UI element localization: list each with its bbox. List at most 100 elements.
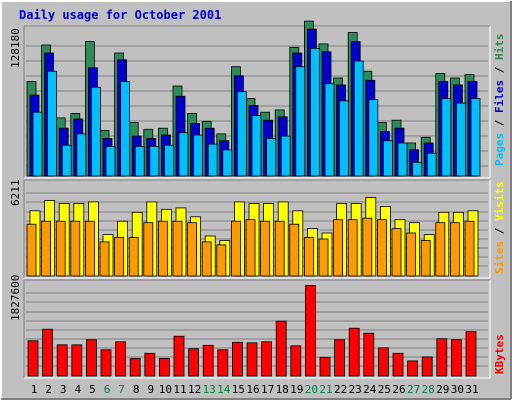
bar-sites-day-23 bbox=[347, 219, 358, 277]
x-tick-label-day-18: 18 bbox=[276, 383, 289, 396]
bar-sites-day-5 bbox=[85, 220, 95, 277]
bar-sites-day-19 bbox=[289, 223, 300, 277]
bar-kbytes-day-26 bbox=[392, 352, 404, 377]
bar-pages-day-10 bbox=[163, 144, 174, 177]
bar-kbytes-day-24 bbox=[363, 332, 375, 377]
bar-pages-day-26 bbox=[397, 142, 408, 177]
visits-ymax-label: 6211 bbox=[9, 180, 22, 207]
bar-pages-day-21 bbox=[324, 83, 335, 177]
bar-kbytes-day-6 bbox=[100, 349, 112, 377]
x-tick-label-day-6: 6 bbox=[104, 383, 111, 396]
legend-visits: Visits bbox=[493, 181, 506, 221]
bar-sites-day-26 bbox=[391, 228, 402, 277]
bar-pages-day-5 bbox=[91, 86, 101, 177]
bar-sites-day-2 bbox=[41, 220, 51, 277]
bar-kbytes-day-12 bbox=[188, 348, 200, 377]
bar-kbytes-day-13 bbox=[202, 344, 214, 377]
hits-panel-legend: Pages / Files / Hits bbox=[493, 34, 506, 167]
x-tick-label-day-5: 5 bbox=[89, 383, 96, 396]
bar-pages-day-17 bbox=[266, 137, 277, 177]
legend-separator: / bbox=[493, 60, 506, 80]
x-tick-label-day-14: 14 bbox=[217, 383, 231, 396]
x-tick-label-day-26: 26 bbox=[392, 383, 405, 396]
legend-kbytes: KBytes bbox=[493, 334, 506, 374]
x-tick-label-day-20: 20 bbox=[305, 383, 318, 396]
x-tick-label-day-30: 30 bbox=[451, 383, 464, 396]
legend-files: Files bbox=[493, 80, 506, 113]
hits-ymax-label: 128180 bbox=[9, 28, 22, 68]
bar-sites-day-8 bbox=[128, 237, 139, 277]
x-tick-label-day-25: 25 bbox=[378, 383, 391, 396]
bar-kbytes-day-23 bbox=[348, 327, 360, 377]
x-tick-label-day-22: 22 bbox=[334, 383, 347, 396]
bar-pages-day-25 bbox=[382, 140, 393, 177]
bar-pages-day-20 bbox=[309, 48, 320, 177]
chart-bars bbox=[26, 20, 481, 377]
bar-kbytes-day-21 bbox=[319, 356, 331, 377]
bar-sites-day-1 bbox=[26, 223, 37, 277]
bar-pages-day-15 bbox=[236, 91, 247, 177]
bar-pages-day-16 bbox=[251, 115, 262, 177]
bar-sites-day-25 bbox=[376, 219, 387, 277]
x-tick-label-day-21: 21 bbox=[319, 383, 332, 396]
x-tick-label-day-12: 12 bbox=[188, 383, 201, 396]
bar-kbytes-day-29 bbox=[436, 338, 448, 377]
bar-sites-day-21 bbox=[318, 238, 329, 277]
bar-pages-day-29 bbox=[441, 98, 452, 177]
bar-kbytes-day-30 bbox=[450, 339, 462, 377]
bar-sites-day-28 bbox=[420, 240, 431, 277]
bar-sites-day-17 bbox=[260, 220, 271, 277]
bar-sites-day-16 bbox=[245, 219, 256, 277]
bar-pages-day-18 bbox=[280, 135, 291, 177]
bar-kbytes-day-19 bbox=[290, 345, 302, 377]
x-tick-label-day-27: 27 bbox=[407, 383, 420, 396]
bar-sites-day-10 bbox=[157, 220, 168, 277]
bar-kbytes-day-8 bbox=[129, 357, 141, 377]
bar-kbytes-day-1 bbox=[27, 340, 39, 377]
visits-panel-legend: Sites / Visits bbox=[493, 181, 506, 274]
bar-kbytes-day-16 bbox=[246, 342, 258, 377]
bar-kbytes-day-31 bbox=[465, 331, 477, 377]
bar-pages-day-6 bbox=[105, 145, 116, 177]
bar-sites-day-14 bbox=[216, 244, 227, 277]
bar-pages-day-12 bbox=[193, 134, 204, 177]
bar-sites-day-12 bbox=[187, 222, 198, 277]
bar-sites-day-6 bbox=[99, 241, 110, 277]
bar-pages-day-13 bbox=[207, 143, 218, 177]
x-tick-label-day-23: 23 bbox=[349, 383, 362, 396]
bar-sites-day-13 bbox=[201, 241, 212, 277]
bar-kbytes-day-2 bbox=[42, 328, 53, 377]
bar-pages-day-9 bbox=[149, 145, 160, 177]
bar-pages-day-23 bbox=[353, 60, 364, 177]
bar-pages-day-8 bbox=[134, 145, 145, 177]
bar-pages-day-28 bbox=[426, 152, 437, 177]
bar-pages-day-22 bbox=[339, 100, 350, 177]
legend-sites: Sites bbox=[493, 241, 506, 274]
bar-kbytes-day-27 bbox=[407, 360, 419, 377]
bar-sites-day-18 bbox=[274, 220, 285, 277]
legend-separator: / bbox=[493, 221, 506, 241]
bar-kbytes-day-3 bbox=[56, 344, 68, 377]
x-tick-label-day-8: 8 bbox=[133, 383, 140, 396]
bar-pages-day-31 bbox=[470, 98, 481, 177]
bar-sites-day-20 bbox=[303, 237, 314, 277]
bar-sites-day-31 bbox=[464, 220, 475, 277]
bar-kbytes-day-28 bbox=[421, 356, 433, 377]
bar-kbytes-day-7 bbox=[115, 341, 126, 377]
kbytes-ymax-label: 1827600 bbox=[9, 275, 22, 321]
bar-sites-day-7 bbox=[114, 237, 124, 277]
bar-pages-day-3 bbox=[61, 144, 72, 177]
x-tick-label-day-3: 3 bbox=[60, 383, 67, 396]
x-tick-label-day-4: 4 bbox=[74, 383, 81, 396]
bar-kbytes-day-11 bbox=[173, 335, 185, 377]
bar-sites-day-4 bbox=[70, 220, 81, 277]
bar-kbytes-day-25 bbox=[377, 347, 389, 377]
bar-kbytes-day-15 bbox=[231, 341, 243, 377]
bar-pages-day-1 bbox=[32, 111, 43, 177]
x-tick-label-day-13: 13 bbox=[203, 383, 216, 396]
legend-pages: Pages bbox=[493, 133, 506, 166]
bar-kbytes-day-22 bbox=[334, 339, 346, 377]
x-axis-labels: 1 2 3 4 5 6 7 8 9 10 11 12 13 14 15 16 17 18 19 20 21 22 23 24 2… bbox=[31, 383, 479, 396]
x-tick-label-day-10: 10 bbox=[159, 383, 172, 396]
bar-pages-day-14 bbox=[222, 149, 233, 177]
